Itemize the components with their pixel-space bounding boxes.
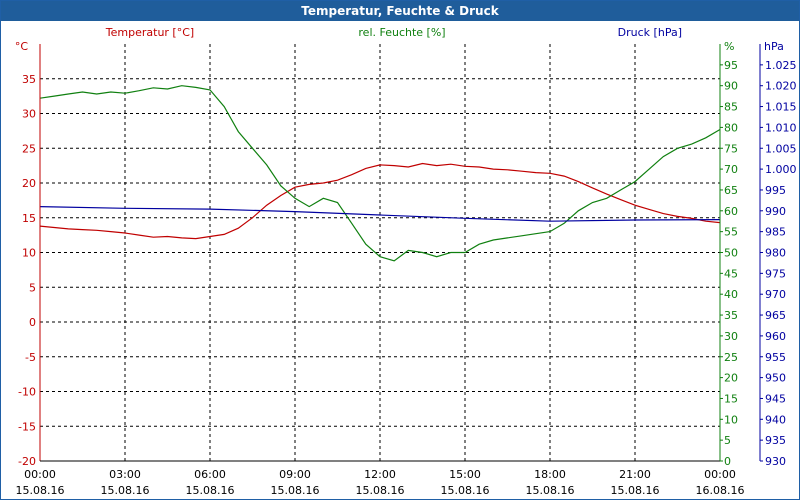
press-axis-label: Druck [hPa] <box>618 26 682 39</box>
press-tick-label: 1.025 <box>765 59 797 72</box>
x-tick-label-date: 15.08.16 <box>441 484 490 497</box>
temp-tick-label: -15 <box>18 420 36 433</box>
hum-tick-label: 70 <box>724 163 738 176</box>
hum-tick-label: 75 <box>724 142 738 155</box>
x-tick-label-time: 00:00 <box>24 468 56 481</box>
hum-tick-label: 20 <box>724 372 738 385</box>
hum-tick-label: 40 <box>724 288 738 301</box>
hum-unit-label: % <box>724 40 734 53</box>
hum-tick-label: 55 <box>724 226 738 239</box>
temperature-series-line <box>39 162 721 240</box>
hum-tick-label: 10 <box>724 413 738 426</box>
temp-tick-label: -20 <box>18 455 36 468</box>
temp-tick-label: 30 <box>22 108 36 121</box>
hum-tick-label: 60 <box>724 205 738 218</box>
axes <box>39 44 763 462</box>
press-tick-label: 990 <box>765 205 786 218</box>
hum-tick-label: 30 <box>724 330 738 343</box>
hum-tick-label: 50 <box>724 247 738 260</box>
x-tick-label-time: 12:00 <box>364 468 396 481</box>
temp-tick-label: 15 <box>22 212 36 225</box>
humidity-series-line <box>39 85 721 262</box>
press-unit-label: hPa <box>764 40 784 53</box>
press-tick-label: 1.010 <box>765 121 797 134</box>
press-tick-label: 995 <box>765 184 786 197</box>
press-tick-label: 1.005 <box>765 142 797 155</box>
press-tick-label: 950 <box>765 372 786 385</box>
temp-tick-label: -10 <box>18 386 36 399</box>
temp-tick-label: 35 <box>22 73 36 86</box>
hum-tick-label: 0 <box>724 455 731 468</box>
x-tick-label-date: 15.08.16 <box>186 484 235 497</box>
hum-tick-label: 90 <box>724 80 738 93</box>
hum-tick-label: 45 <box>724 267 738 280</box>
x-tick-label-date: 15.08.16 <box>526 484 575 497</box>
window-title: Temperatur, Feuchte & Druck <box>1 1 799 21</box>
hum-tick-label: 15 <box>724 392 738 405</box>
x-tick-label-time: 03:00 <box>109 468 141 481</box>
hum-tick-label: 85 <box>724 101 738 114</box>
x-tick-label-time: 15:00 <box>449 468 481 481</box>
press-tick-label: 965 <box>765 309 786 322</box>
series-lines <box>39 85 721 262</box>
x-tick-label-time: 09:00 <box>279 468 311 481</box>
x-tick-label-date: 15.08.16 <box>271 484 320 497</box>
hum-tick-label: 95 <box>724 59 738 72</box>
temp-axis-label: Temperatur [°C] <box>105 26 194 39</box>
pressure-series-line <box>39 206 721 222</box>
press-tick-label: 1.020 <box>765 80 797 93</box>
x-tick-label-time: 06:00 <box>194 468 226 481</box>
temp-unit-label: °C <box>15 40 29 53</box>
press-tick-label: 935 <box>765 434 786 447</box>
temp-tick-label: 10 <box>22 247 36 260</box>
temp-tick-label: 25 <box>22 142 36 155</box>
x-tick-label-time: 21:00 <box>619 468 651 481</box>
press-tick-label: 1.015 <box>765 101 797 114</box>
hum-tick-label: 80 <box>724 121 738 134</box>
hum-axis-label: rel. Feuchte [%] <box>358 26 445 39</box>
tick-labels: 00:00 15.08.16 03:00 15.08.16 06:00 15.08.16 0… <box>16 59 797 497</box>
press-tick-label: 960 <box>765 330 786 343</box>
hum-tick-label: 35 <box>724 309 738 322</box>
x-tick-label-date: 16.08.16 <box>696 484 745 497</box>
press-tick-label: 980 <box>765 247 786 260</box>
press-tick-label: 940 <box>765 413 786 426</box>
temp-tick-label: 20 <box>22 177 36 190</box>
hum-tick-label: 25 <box>724 351 738 364</box>
press-tick-label: 985 <box>765 226 786 239</box>
x-tick-label-date: 15.08.16 <box>16 484 65 497</box>
temp-tick-label: -5 <box>25 351 36 364</box>
press-tick-label: 955 <box>765 351 786 364</box>
grid <box>40 44 720 461</box>
hum-tick-label: 5 <box>724 434 731 447</box>
x-tick-label-date: 15.08.16 <box>101 484 150 497</box>
press-tick-label: 945 <box>765 392 786 405</box>
press-tick-label: 1.000 <box>765 163 797 176</box>
press-tick-label: 975 <box>765 267 786 280</box>
hum-tick-label: 65 <box>724 184 738 197</box>
x-tick-label-date: 15.08.16 <box>356 484 405 497</box>
x-tick-label-date: 15.08.16 <box>611 484 660 497</box>
press-tick-label: 970 <box>765 288 786 301</box>
temp-tick-label: 5 <box>29 281 36 294</box>
x-tick-label-time: 00:00 <box>704 468 736 481</box>
x-tick-label-time: 18:00 <box>534 468 566 481</box>
temp-tick-label: 0 <box>29 316 36 329</box>
press-tick-label: 930 <box>765 455 786 468</box>
